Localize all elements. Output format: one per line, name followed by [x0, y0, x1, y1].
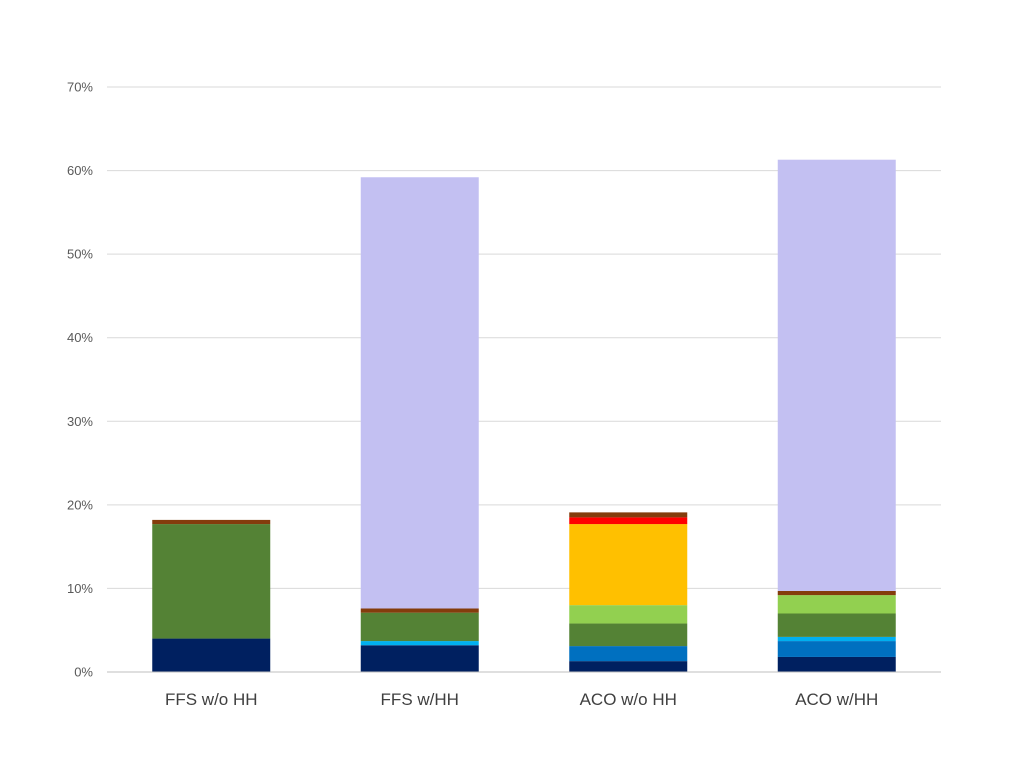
gridlines: [107, 86, 941, 589]
y-tick-label: 70%: [67, 80, 93, 95]
bar-segment: [777, 613, 896, 637]
bar-segment: [152, 638, 271, 672]
axes: 0% 10% 20% 30% 40% 50% 60% 70% FFS w/o HH FFS w/H…: [67, 80, 941, 709]
bar-segment: [569, 517, 688, 525]
bar-segment: [152, 519, 271, 525]
bar-segment: [360, 641, 479, 646]
y-tick-label: 50%: [67, 247, 93, 262]
bar-segment: [569, 512, 688, 518]
bar-segment: [360, 612, 479, 642]
y-tick-label: 40%: [67, 330, 93, 345]
bar-segment: [569, 524, 688, 606]
bar-segment: [569, 661, 688, 672]
x-category-label: FFS w/HH: [381, 690, 459, 709]
y-tick-label: 20%: [67, 497, 93, 512]
bar-segment: [569, 646, 688, 662]
bar-segment: [777, 159, 896, 591]
x-category-label: FFS w/o HH: [165, 690, 258, 709]
bar-segment: [777, 595, 896, 614]
y-tick-label: 0%: [74, 665, 93, 680]
bar-segment: [777, 590, 896, 596]
bar-segment: [360, 645, 479, 672]
bar-segment: [777, 641, 896, 657]
y-tick-label: 10%: [67, 581, 93, 596]
bar-segment: [360, 608, 479, 613]
y-tick-label: 60%: [67, 163, 93, 178]
y-tick-label: 30%: [67, 414, 93, 429]
bar-segment: [569, 605, 688, 624]
x-category-label: ACO w/o HH: [580, 690, 677, 709]
bars: [152, 159, 896, 672]
bar-segment: [152, 524, 271, 639]
bar-segment: [777, 636, 896, 642]
x-category-label: ACO w/HH: [795, 690, 878, 709]
bar-segment: [360, 177, 479, 609]
bar-segment: [569, 623, 688, 647]
bar-segment: [777, 656, 896, 672]
